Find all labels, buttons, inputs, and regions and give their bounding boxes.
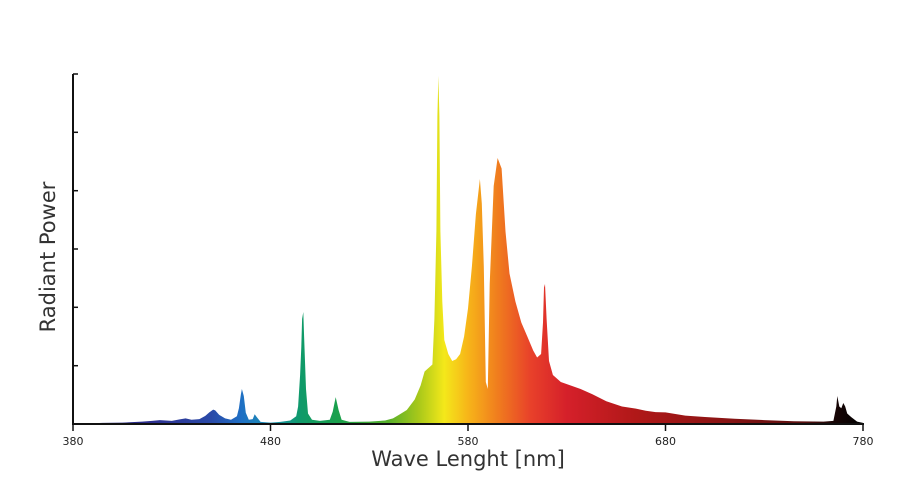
x-ticks: 380 480 580 680 780: [63, 424, 874, 448]
x-tick-label: 380: [63, 435, 84, 448]
x-axis-title: Wave Lenght [nm]: [371, 447, 565, 471]
spectrum-area: [73, 75, 863, 425]
y-axis-title: Radiant Power: [36, 181, 60, 332]
x-tick-label: 780: [853, 435, 874, 448]
plot-area: [73, 75, 863, 425]
x-tick-label: 480: [260, 435, 281, 448]
y-ticks: [73, 73, 78, 367]
x-tick-label: 680: [655, 435, 676, 448]
axes: 380 480 580 680 780: [63, 73, 874, 448]
x-tick-label: 580: [458, 435, 479, 448]
